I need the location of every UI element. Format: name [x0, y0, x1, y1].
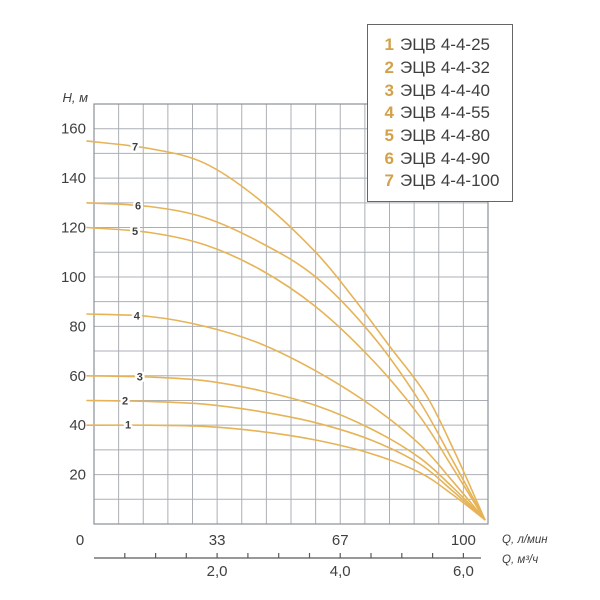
curves: 1 2 3 4 5 6 7 — [86, 139, 486, 521]
y-tick-label: 20 — [69, 467, 86, 484]
legend-item-1: 1 ЭЦВ 4-4-25 — [381, 34, 512, 57]
x-axis-title-m3h: Q, м³/ч — [502, 554, 538, 566]
y-tick-label: 160 — [61, 121, 86, 138]
y-tick-label: 120 — [61, 220, 86, 237]
legend-item-number: 3 — [384, 80, 394, 100]
curve-5 — [86, 226, 486, 521]
curve-number-7: 7 — [132, 141, 138, 153]
legend-item-number: 2 — [384, 58, 394, 78]
x-tick-label-lmin: 0 — [76, 532, 84, 549]
x-tick-label-m3h: 2,0 — [207, 563, 228, 580]
legend-item-number: 1 — [384, 35, 394, 55]
x-tick-label-m3h: 6,0 — [453, 563, 474, 580]
x-tick-label-m3h: 4,0 — [330, 563, 351, 580]
curve-1 — [86, 424, 486, 521]
curve-number-2: 2 — [122, 396, 128, 408]
legend-item-number: 6 — [384, 148, 394, 168]
legend-item-4: 4 ЭЦВ 4-4-55 — [381, 102, 512, 125]
legend-item-7: 7 ЭЦВ 4-4-100 — [381, 170, 512, 193]
legend-item-5: 5 ЭЦВ 4-4-80 — [381, 125, 512, 148]
legend-item-label: ЭЦВ 4-4-80 — [400, 126, 490, 146]
legend: 1 ЭЦВ 4-4-25 2 ЭЦВ 4-4-32 3 ЭЦВ 4-4-40 4 ЭЦВ 4-… — [367, 24, 513, 202]
curve-number-3: 3 — [137, 371, 143, 383]
legend-item-label: ЭЦВ 4-4-100 — [400, 171, 500, 191]
y-axis-title: H, м — [62, 90, 88, 105]
legend-item-label: ЭЦВ 4-4-32 — [400, 58, 490, 78]
legend-item-number: 7 — [384, 171, 394, 191]
y-tick-label: 60 — [69, 368, 86, 385]
legend-item-number: 4 — [384, 103, 394, 123]
legend-item-number: 5 — [384, 126, 394, 146]
curve-number-5: 5 — [132, 226, 138, 238]
curve-2 — [86, 399, 486, 521]
curve-number-4: 4 — [134, 311, 141, 323]
y-tick-label: 140 — [61, 170, 86, 187]
x-tick-label-lmin: 100 — [451, 532, 476, 549]
curve-7 — [86, 140, 486, 521]
curve-3 — [86, 375, 486, 521]
y-tick-label: 80 — [69, 318, 86, 335]
curve-number-1: 1 — [125, 420, 131, 432]
x-axis-title-lmin: Q, л/мин — [502, 534, 548, 546]
y-tick-label: 100 — [61, 269, 86, 286]
legend-item-6: 6 ЭЦВ 4-4-90 — [381, 147, 512, 170]
legend-item-label: ЭЦВ 4-4-55 — [400, 103, 490, 123]
x-tick-label-lmin: 33 — [209, 532, 226, 549]
legend-item-label: ЭЦВ 4-4-90 — [400, 148, 490, 168]
curve-4 — [86, 313, 486, 521]
legend-item-2: 2 ЭЦВ 4-4-32 — [381, 57, 512, 80]
y-tick-label: 40 — [69, 417, 86, 434]
legend-item-label: ЭЦВ 4-4-25 — [400, 35, 490, 55]
x-tick-label-lmin: 67 — [332, 532, 349, 549]
curve-number-6: 6 — [135, 200, 141, 212]
legend-item-label: ЭЦВ 4-4-40 — [400, 80, 490, 100]
legend-item-3: 3 ЭЦВ 4-4-40 — [381, 79, 512, 102]
curve-6 — [86, 202, 486, 521]
